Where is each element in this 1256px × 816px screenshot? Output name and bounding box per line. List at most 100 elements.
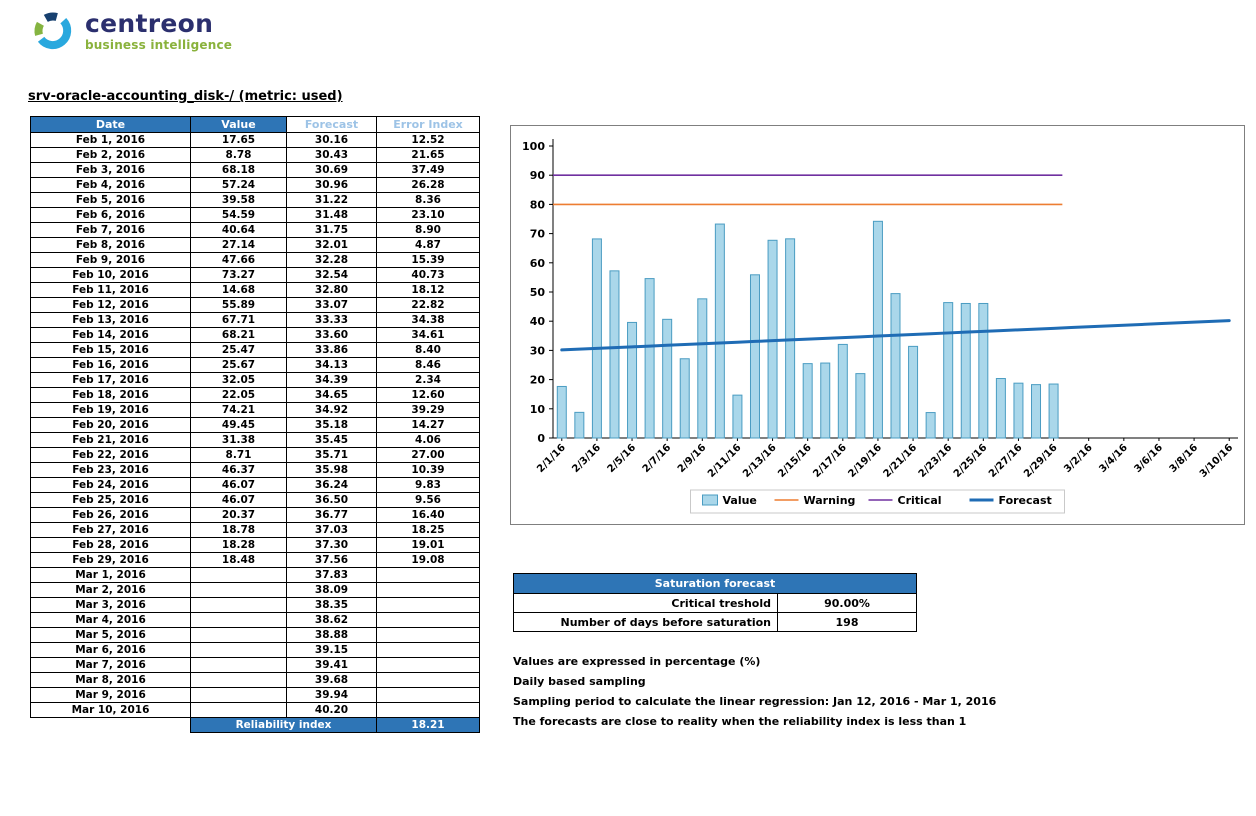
error-index-cell: [376, 597, 480, 613]
value-cell: [190, 642, 287, 658]
column-header-date: Date: [30, 116, 191, 133]
forecast-cell: 30.16: [286, 132, 377, 148]
x-tick-label: 2/19/16: [847, 442, 885, 480]
date-cell: Feb 14, 2016: [30, 327, 191, 343]
note-line: Sampling period to calculate the linear …: [513, 695, 997, 708]
note-line: Values are expressed in percentage (%): [513, 655, 761, 668]
x-tick-label: 2/23/16: [917, 442, 955, 480]
chart-canvas: 0 10 20 30 40 50 60 70 80 90 100 2/1/16 2/3/16 2/5/16…: [522, 139, 1238, 514]
table-row: Feb 5, 2016 39.58 31.22 8.36: [30, 192, 480, 208]
x-tick-label: 2/21/16: [882, 442, 920, 480]
saturation-row-value: 90.00%: [776, 593, 918, 613]
error-index-cell: 8.90: [376, 222, 480, 238]
legend-label-critical: Critical: [898, 494, 942, 507]
saturation-row: Critical treshold 90.00%: [513, 593, 918, 613]
error-index-cell: 12.52: [376, 132, 480, 148]
value-bar: [556, 385, 567, 439]
value-bar: [995, 378, 1006, 439]
date-cell: Feb 9, 2016: [30, 252, 191, 268]
value-bar: [714, 223, 725, 439]
column-header-forecast: Forecast: [286, 116, 377, 133]
error-index-cell: 4.87: [376, 237, 480, 253]
forecast-cell: 31.48: [286, 207, 377, 223]
date-cell: Feb 27, 2016: [30, 522, 191, 538]
y-tick-label: 70: [530, 228, 546, 241]
error-index-cell: 9.56: [376, 492, 480, 508]
table-row: Feb 2, 2016 8.78 30.43 21.65: [30, 147, 480, 163]
forecast-cell: 30.43: [286, 147, 377, 163]
value-bar: [925, 412, 936, 439]
value-cell: [190, 702, 287, 718]
date-cell: Mar 5, 2016: [30, 627, 191, 643]
saturation-forecast-table: Saturation forecast Critical treshold 90.…: [512, 573, 918, 632]
date-cell: Feb 12, 2016: [30, 297, 191, 313]
forecast-cell: 32.28: [286, 252, 377, 268]
table-row: Feb 23, 2016 46.37 35.98 10.39: [30, 462, 480, 478]
forecast-cell: 33.33: [286, 312, 377, 328]
y-tick-label: 40: [530, 315, 546, 328]
value-cell: 54.59: [190, 207, 287, 223]
forecast-cell: 31.22: [286, 192, 377, 208]
value-bar: [662, 318, 673, 439]
brand-name: centreon: [85, 8, 214, 38]
value-bar: [591, 238, 602, 439]
forecast-cell: 37.30: [286, 537, 377, 553]
saturation-row: Number of days before saturation 198: [513, 612, 918, 632]
forecast-line: [560, 319, 1231, 352]
value-bar: [644, 278, 655, 439]
value-cell: 14.68: [190, 282, 287, 298]
chart-legend: Value Warning Critical Forecast: [690, 489, 1065, 514]
date-cell: Mar 8, 2016: [30, 672, 191, 688]
x-tick-label: 2/7/16: [641, 442, 674, 475]
date-cell: Feb 23, 2016: [30, 462, 191, 478]
y-tick-label: 80: [530, 198, 546, 211]
forecast-cell: 38.88: [286, 627, 377, 643]
error-index-cell: 16.40: [376, 507, 480, 523]
x-tick-label: 2/17/16: [811, 442, 849, 480]
x-tick-label: 2/29/16: [1022, 442, 1060, 480]
report-notes: Values are expressed in percentage (%) Da…: [513, 652, 996, 732]
date-cell: Feb 6, 2016: [30, 207, 191, 223]
value-bar: [679, 358, 690, 439]
table-row: Feb 11, 2016 14.68 32.80 18.12: [30, 282, 480, 298]
forecast-cell: 37.83: [286, 567, 377, 583]
error-index-cell: [376, 702, 480, 718]
error-index-cell: [376, 657, 480, 673]
table-row: Feb 12, 2016 55.89 33.07 22.82: [30, 297, 480, 313]
x-tick-label: 2/9/16: [676, 442, 709, 475]
y-tick-label: 50: [530, 286, 546, 299]
error-index-cell: 10.39: [376, 462, 480, 478]
date-cell: Mar 10, 2016: [30, 702, 191, 718]
date-cell: Feb 10, 2016: [30, 267, 191, 283]
empty-cell: [30, 717, 191, 733]
brand-header: centreon business intelligence: [30, 8, 232, 54]
forecast-cell: 36.77: [286, 507, 377, 523]
value-bar: [1013, 382, 1024, 439]
column-header-error-index: Error Index: [376, 116, 480, 133]
table-row: Feb 25, 2016 46.07 36.50 9.56: [30, 492, 480, 508]
x-tick-label: 2/27/16: [987, 442, 1025, 480]
forecast-cell: 36.50: [286, 492, 377, 508]
forecast-cell: 30.96: [286, 177, 377, 193]
y-tick-label: 10: [530, 403, 546, 416]
x-tick-label: 2/5/16: [606, 442, 639, 475]
error-index-cell: 8.46: [376, 357, 480, 373]
y-tick-label: 20: [530, 374, 546, 387]
forecast-cell: 38.35: [286, 597, 377, 613]
legend-border: [690, 489, 1065, 514]
forecast-cell: 39.68: [286, 672, 377, 688]
legend-label-warning: Warning: [804, 494, 856, 507]
date-cell: Mar 9, 2016: [30, 687, 191, 703]
forecast-cell: 39.15: [286, 642, 377, 658]
table-row: Feb 3, 2016 68.18 30.69 37.49: [30, 162, 480, 178]
note-line: The forecasts are close to reality when …: [513, 715, 967, 728]
error-index-cell: 22.82: [376, 297, 480, 313]
table-row: Feb 28, 2016 18.28 37.30 19.01: [30, 537, 480, 553]
forecast-cell: 36.24: [286, 477, 377, 493]
value-bar: [749, 274, 760, 439]
value-cell: 17.65: [190, 132, 287, 148]
table-row: Mar 4, 2016 38.62: [30, 612, 480, 628]
value-cell: 31.38: [190, 432, 287, 448]
date-cell: Feb 5, 2016: [30, 192, 191, 208]
